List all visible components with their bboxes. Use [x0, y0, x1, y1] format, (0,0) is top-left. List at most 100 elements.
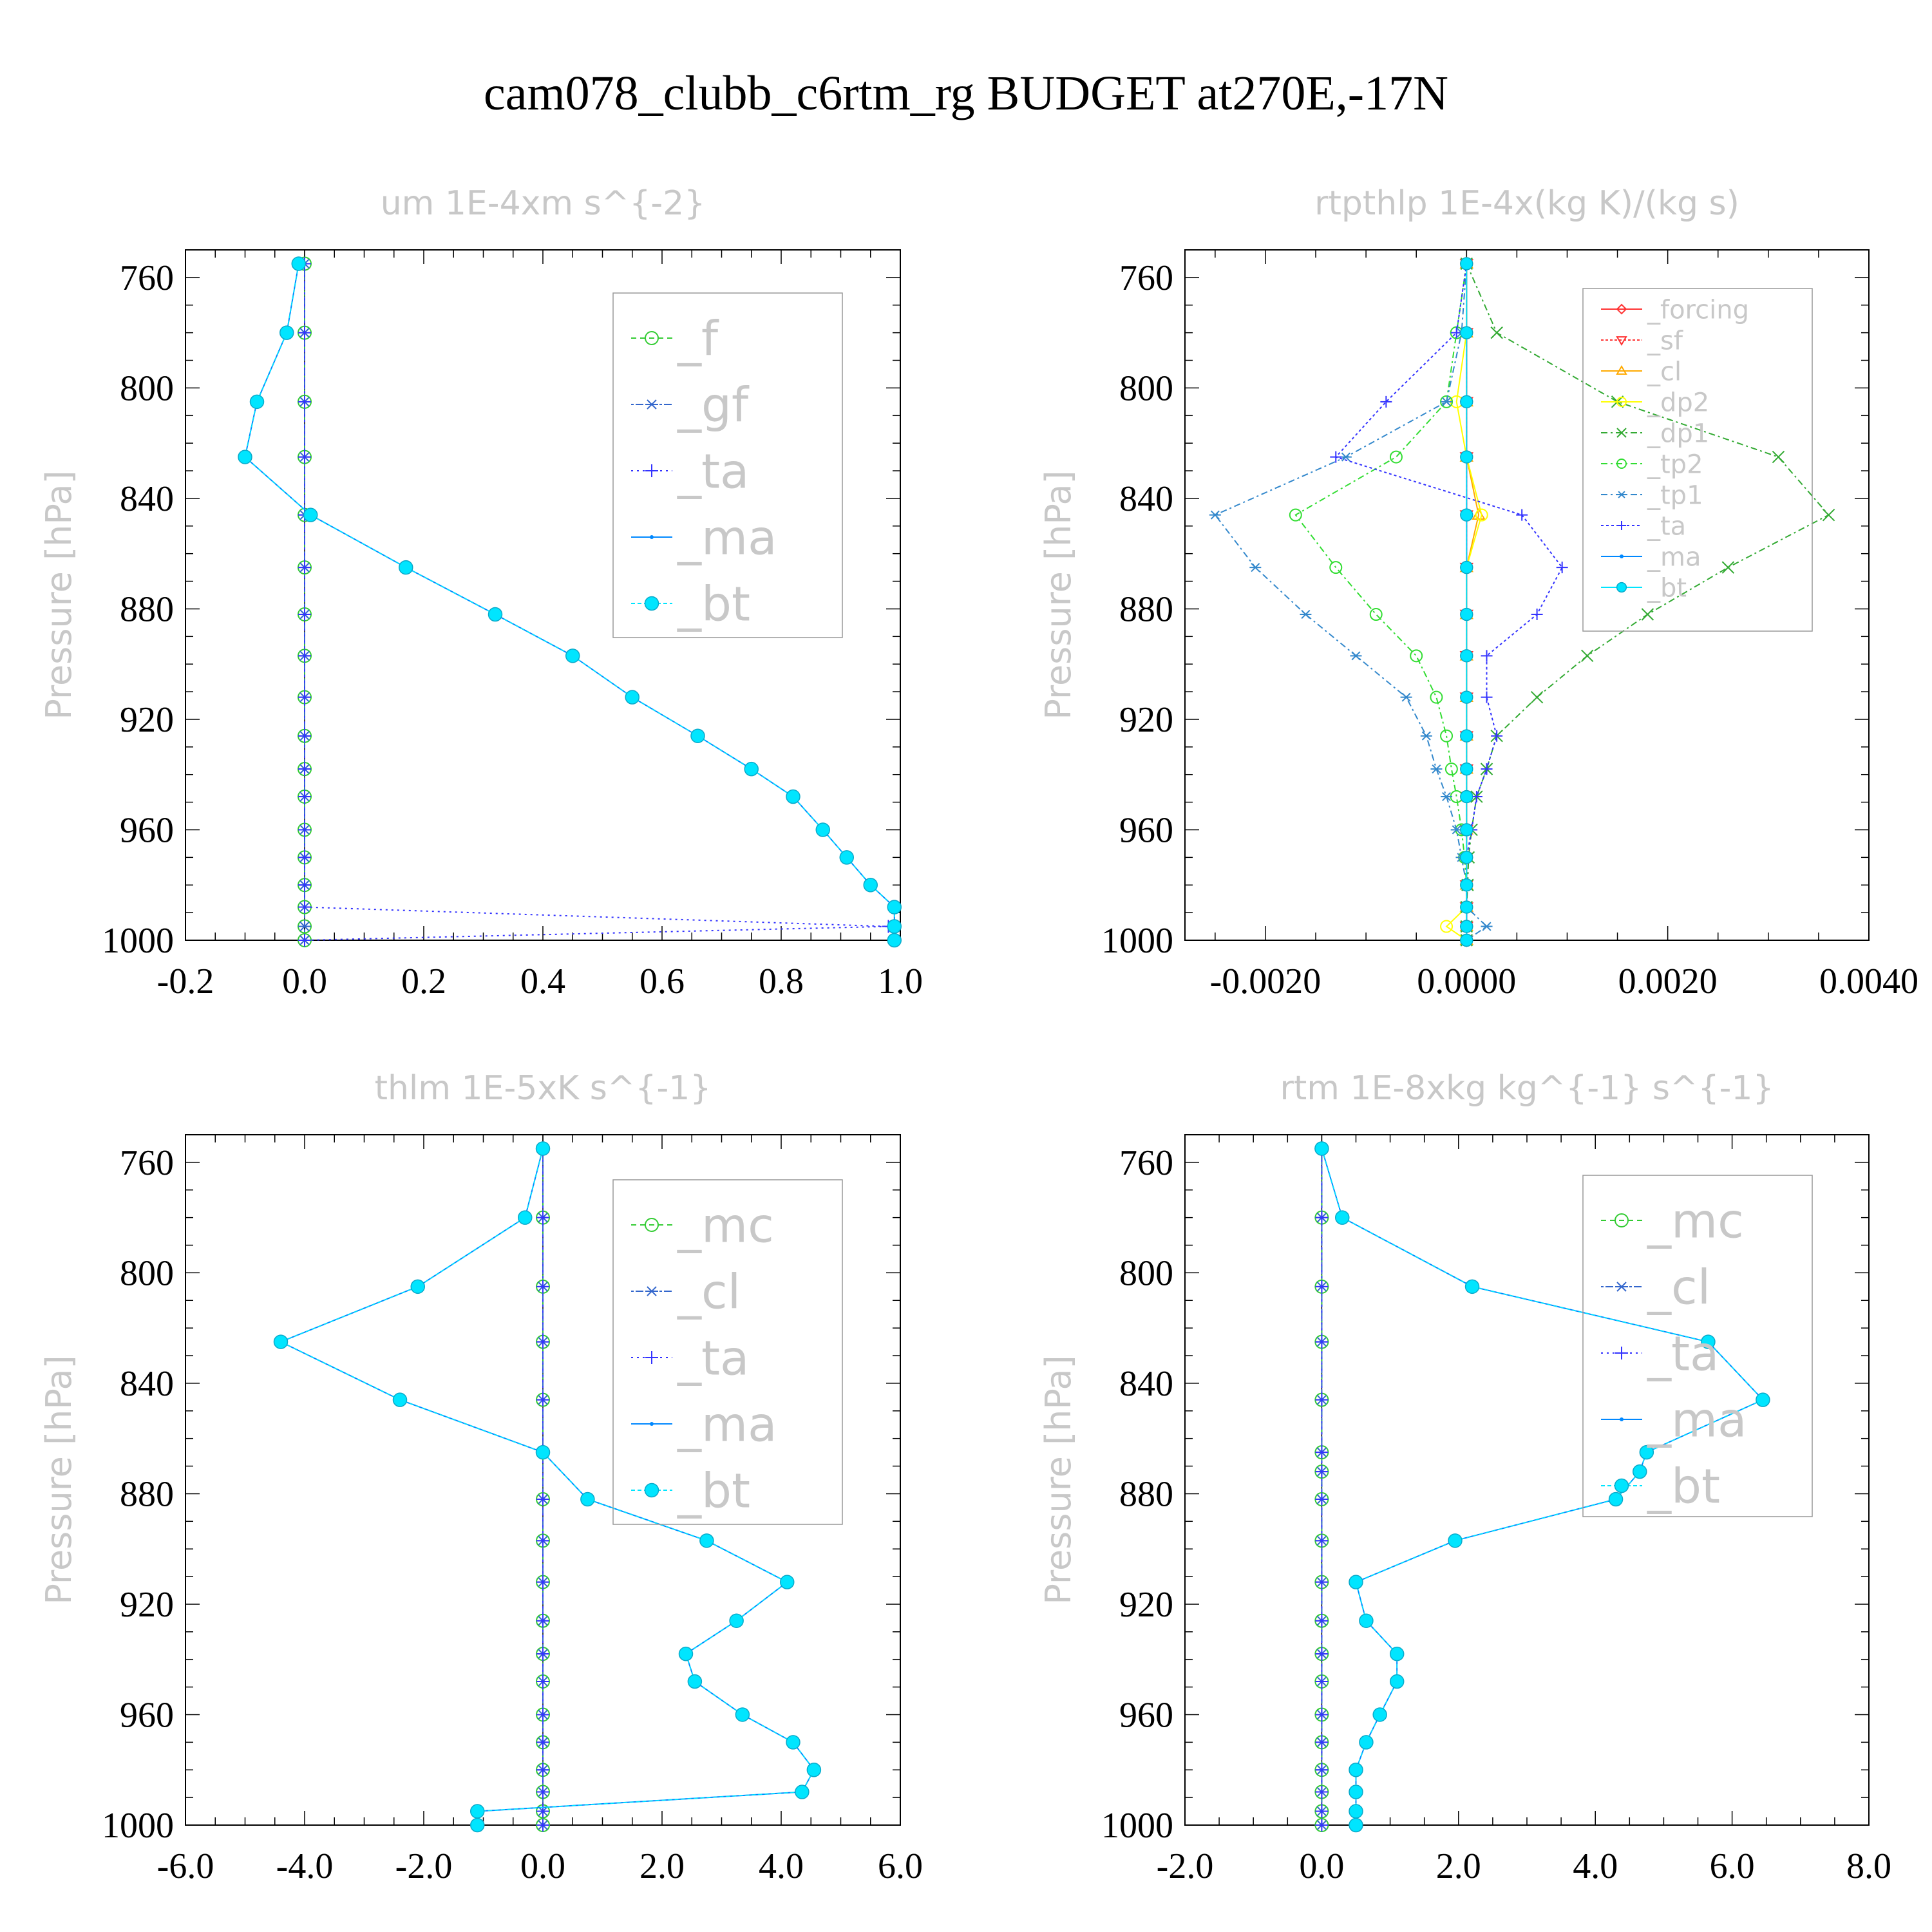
legend-marker	[1616, 582, 1627, 593]
data-point	[536, 1534, 549, 1548]
data-point	[1460, 823, 1473, 837]
series-bt	[238, 256, 902, 948]
y-tick-label: 800	[120, 1253, 174, 1293]
data-point	[470, 1817, 485, 1833]
data-point	[1430, 690, 1443, 704]
y-axis-label: Pressure [hPa]	[39, 1355, 79, 1604]
data-point	[690, 728, 705, 743]
data-point	[303, 507, 318, 522]
x-tick-label: 4.0	[1573, 1846, 1618, 1886]
y-tick-label: 880	[120, 589, 174, 629]
legend: _f _gf _ta _ma _bt	[612, 292, 843, 638]
legend-marker	[645, 1351, 658, 1364]
data-point	[536, 1614, 549, 1627]
figure-title: cam078_clubb_c6rtm_rg BUDGET at270E,-17N	[484, 66, 1448, 120]
legend-marker	[1616, 365, 1627, 375]
y-tick-label: 960	[1119, 1695, 1173, 1735]
data-point	[1460, 920, 1473, 933]
legend-label: _dp2	[1647, 388, 1709, 417]
x-tick-label: 0.2	[401, 961, 446, 1001]
legend-marker	[1616, 428, 1627, 438]
data-point	[1531, 609, 1543, 621]
legend: _mc _cl _ta _ma _bt	[612, 1179, 843, 1525]
x-tick-label: 6.0	[878, 1846, 923, 1886]
y-axis-label: Pressure [hPa]	[39, 470, 79, 719]
series-ta	[298, 257, 895, 947]
data-point	[1460, 690, 1473, 704]
panel-title: rtpthlp 1E-4x(kg K)/(kg s)	[1314, 184, 1739, 223]
legend-marker	[1617, 521, 1626, 530]
x-tick-label: 2.0	[1436, 1846, 1481, 1886]
y-tick-label: 800	[120, 368, 174, 408]
data-point	[1314, 1141, 1329, 1156]
data-point	[536, 1211, 549, 1224]
y-tick-label: 1000	[1101, 921, 1173, 961]
data-point	[1249, 563, 1262, 573]
chart-panel-3: thlm 1E-5xK s^{-1} Pressure [hPa] 760 800 84…	[39, 1069, 923, 1886]
legend-marker	[1616, 336, 1627, 346]
legend-label: _sf	[1647, 326, 1683, 355]
data-point	[1410, 649, 1423, 663]
y-tick-label: 880	[120, 1474, 174, 1514]
data-point	[1460, 508, 1473, 522]
data-point	[488, 607, 503, 622]
legend-label: _ta	[1647, 1327, 1719, 1382]
plot-frame	[1184, 249, 1870, 941]
data-point	[1315, 1280, 1329, 1293]
legend-marker	[645, 1286, 658, 1296]
data-point	[536, 1493, 549, 1506]
data-point	[1359, 1735, 1374, 1750]
chart-panel-2: rtpthlp 1E-4x(kg K)/(kg s) Pressure [hPa]…	[1038, 184, 1918, 1001]
data-point	[678, 1646, 694, 1662]
legend: _forcing_sf_cl_dp2_dp1_tp2_tp1_ta_ma_bt	[1582, 288, 1813, 632]
data-point	[298, 561, 311, 574]
legend-marker	[1615, 1347, 1628, 1359]
data-point	[1460, 395, 1473, 409]
data-point	[729, 1613, 744, 1628]
y-tick-label: 960	[120, 1695, 174, 1735]
data-point	[298, 395, 311, 408]
x-tick-label: 0.8	[759, 961, 804, 1001]
data-point	[536, 1393, 549, 1406]
series-bt	[1314, 1141, 1770, 1833]
series-bt	[273, 1141, 822, 1833]
data-point	[1444, 762, 1458, 776]
legend-marker	[645, 331, 659, 345]
data-point	[298, 900, 311, 914]
legend-marker	[650, 1422, 654, 1426]
x-tick-label: 0.0040	[1819, 961, 1918, 1001]
legend-marker	[645, 464, 658, 477]
legend-label: _ma	[677, 511, 777, 566]
data-point	[1315, 1614, 1329, 1627]
data-point	[1441, 792, 1453, 802]
panel-title: rtm 1E-8xkg kg^{-1} s^{-1}	[1280, 1069, 1774, 1108]
data-point	[535, 1444, 551, 1460]
y-tick-label: 800	[1119, 368, 1173, 408]
data-point	[1315, 1575, 1329, 1589]
x-tick-label: 2.0	[639, 1846, 685, 1886]
x-tick-label: 0.0020	[1618, 961, 1718, 1001]
legend-label: _tp2	[1647, 450, 1703, 479]
legend-marker	[1616, 303, 1627, 315]
data-point	[1420, 731, 1432, 741]
chart-panel-4: rtm 1E-8xkg kg^{-1} s^{-1} Pressure [hPa]…	[1038, 1069, 1891, 1886]
x-tick-label: 0.4	[520, 961, 565, 1001]
legend-label: _bt	[677, 577, 750, 632]
data-point	[1530, 690, 1544, 704]
legend-marker	[650, 535, 654, 539]
data-point	[786, 1735, 800, 1750]
data-point	[298, 851, 311, 864]
data-point	[1389, 1674, 1405, 1689]
data-point	[298, 921, 311, 932]
legend-marker	[1614, 1478, 1629, 1493]
y-tick-label: 1000	[102, 1806, 174, 1846]
legend-marker	[1620, 554, 1624, 558]
legend-marker	[644, 596, 659, 611]
data-point	[815, 822, 830, 837]
x-tick-label: -4.0	[276, 1846, 334, 1886]
legend-label: _cl	[677, 1265, 741, 1320]
data-point	[298, 608, 311, 621]
data-point	[1300, 610, 1312, 620]
panel-title: um 1E-4xm s^{-2}	[381, 184, 706, 223]
